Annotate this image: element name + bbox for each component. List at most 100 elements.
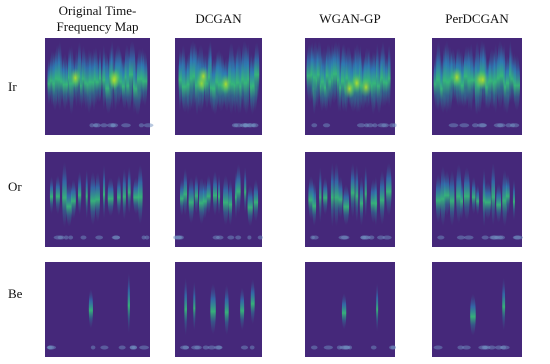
image-background bbox=[175, 262, 262, 357]
spectrogram-image bbox=[45, 38, 154, 135]
low-band bbox=[437, 235, 445, 240]
spectrogram-image bbox=[432, 152, 524, 247]
low-band bbox=[370, 345, 377, 350]
low-band bbox=[111, 123, 119, 128]
spectrogram-image bbox=[432, 262, 522, 357]
streak bbox=[253, 178, 259, 222]
low-band bbox=[322, 123, 331, 128]
streak bbox=[440, 165, 446, 227]
streak bbox=[198, 177, 205, 225]
row-label: Be bbox=[8, 286, 23, 301]
streak bbox=[228, 179, 233, 226]
low-band bbox=[338, 235, 349, 240]
column-header: PerDCGAN bbox=[445, 11, 509, 26]
streak bbox=[343, 184, 350, 226]
streak bbox=[133, 177, 140, 215]
streak bbox=[387, 43, 391, 108]
streak bbox=[102, 164, 106, 220]
streak bbox=[319, 166, 322, 223]
low-band bbox=[139, 345, 149, 350]
low-band bbox=[377, 123, 387, 128]
streak bbox=[254, 41, 260, 102]
low-band bbox=[497, 123, 506, 128]
streak bbox=[193, 281, 196, 331]
low-band bbox=[240, 345, 249, 350]
low-band bbox=[68, 235, 74, 240]
streak bbox=[202, 179, 207, 219]
low-band bbox=[64, 235, 69, 240]
low-band bbox=[95, 235, 104, 240]
streak bbox=[341, 293, 347, 330]
streak bbox=[213, 170, 218, 216]
low-band bbox=[46, 345, 57, 350]
streak bbox=[510, 49, 514, 103]
row-label: Ir bbox=[8, 79, 17, 94]
low-band bbox=[356, 123, 366, 128]
low-band bbox=[456, 235, 465, 240]
spectrogram-image bbox=[175, 38, 262, 135]
streak bbox=[476, 184, 480, 216]
column-header: Frequency Map bbox=[57, 19, 139, 34]
streak bbox=[323, 177, 328, 215]
streak bbox=[456, 163, 462, 224]
low-band bbox=[448, 123, 459, 128]
low-band bbox=[372, 123, 378, 128]
streak bbox=[127, 272, 130, 334]
low-band bbox=[376, 235, 385, 240]
low-band bbox=[131, 345, 138, 350]
low-band bbox=[235, 235, 242, 240]
column-header: DCGAN bbox=[195, 11, 242, 26]
streak bbox=[484, 181, 491, 220]
low-band bbox=[462, 345, 471, 350]
streak bbox=[239, 53, 242, 114]
streak bbox=[142, 50, 148, 107]
low-band bbox=[310, 235, 315, 240]
low-band bbox=[249, 345, 255, 350]
low-band bbox=[175, 235, 182, 240]
streak bbox=[90, 171, 96, 226]
low-band bbox=[143, 123, 154, 128]
low-band bbox=[310, 345, 318, 350]
streak bbox=[502, 169, 508, 227]
streak bbox=[240, 287, 245, 331]
hotspot bbox=[69, 67, 82, 88]
image-background bbox=[432, 262, 522, 357]
low-band bbox=[433, 345, 443, 350]
streak bbox=[444, 170, 450, 216]
streak bbox=[376, 282, 379, 332]
streak bbox=[359, 176, 364, 226]
streak bbox=[247, 42, 250, 111]
streak bbox=[224, 284, 229, 336]
spectrogram-image bbox=[45, 152, 150, 247]
streak bbox=[218, 174, 221, 216]
row-label: Or bbox=[8, 179, 22, 194]
streak bbox=[244, 166, 247, 214]
streak bbox=[463, 166, 470, 221]
streak bbox=[513, 54, 520, 111]
image-background bbox=[45, 262, 150, 357]
low-band bbox=[247, 235, 252, 240]
streak bbox=[180, 177, 184, 216]
streak bbox=[435, 173, 441, 223]
column-header: WGAN-GP bbox=[319, 11, 380, 26]
low-band bbox=[93, 123, 99, 128]
streak bbox=[122, 168, 126, 220]
image-background bbox=[305, 262, 395, 357]
streak bbox=[449, 170, 455, 227]
streak bbox=[66, 181, 73, 227]
low-band bbox=[490, 235, 500, 240]
hotspot bbox=[359, 77, 372, 98]
low-band bbox=[481, 345, 488, 350]
streak bbox=[88, 289, 93, 329]
low-band bbox=[390, 345, 397, 350]
low-band bbox=[53, 235, 64, 240]
low-band bbox=[392, 123, 397, 128]
low-band bbox=[362, 235, 371, 240]
low-band bbox=[100, 345, 109, 350]
low-band bbox=[366, 123, 374, 128]
streak bbox=[334, 162, 339, 227]
hotspot bbox=[476, 69, 489, 90]
streak bbox=[491, 162, 496, 226]
spectrogram-image bbox=[173, 152, 263, 247]
streak bbox=[223, 174, 229, 226]
